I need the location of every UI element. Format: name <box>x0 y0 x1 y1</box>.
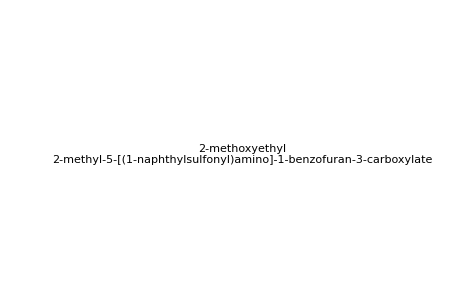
Text: 2-methoxyethyl 2-methyl-5-[(1-naphthylsulfonyl)amino]-1-benzofuran-3-carboxylate: 2-methoxyethyl 2-methyl-5-[(1-naphthylsu… <box>52 144 432 165</box>
